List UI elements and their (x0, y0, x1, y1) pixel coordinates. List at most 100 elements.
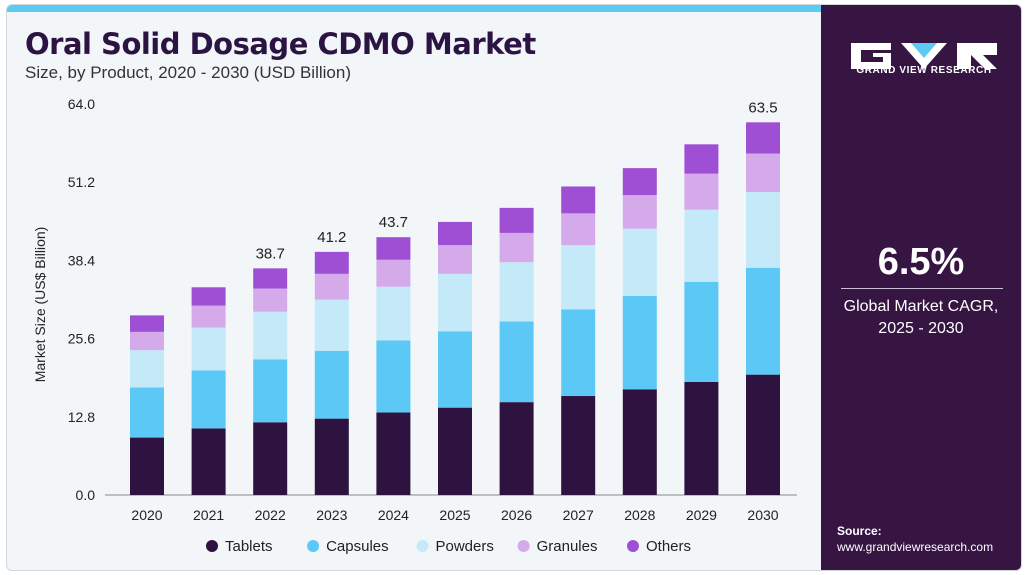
bar-segment-granules (191, 305, 226, 328)
source-link[interactable]: www.grandviewresearch.com (837, 540, 994, 554)
x-tick-label: 2023 (316, 507, 347, 523)
bar-segment-tablets (191, 428, 226, 495)
bar-segment-granules (561, 213, 596, 246)
x-tick-label: 2025 (439, 507, 470, 523)
cagr-label: Global Market CAGR, 2025 - 2030 (821, 296, 1021, 340)
bar-segment-granules (622, 195, 657, 229)
cagr-label-line-1: Global Market CAGR, (843, 298, 999, 315)
bar-segment-tablets (622, 389, 657, 495)
bar-segment-granules (746, 153, 780, 192)
legend-marker-granules (517, 540, 530, 552)
bar-segment-powders (253, 311, 288, 360)
bar-segment-granules (314, 273, 349, 300)
bar-segment-capsules (746, 267, 780, 375)
stacked-bar-chart: 0.0 12.8 25.6 38.4 51.2 64.0 Market Size (US$ … (32, 96, 797, 555)
cagr-value: 6.5% (877, 241, 965, 283)
y-tick-label: 25.6 (68, 331, 95, 347)
bar-segment-powders (191, 327, 226, 371)
x-tick-label: 2030 (747, 507, 778, 523)
sidebar-panel: GRAND VIEW RESEARCH 6.5% Global Market C… (821, 5, 1021, 570)
y-tick-label: 12.8 (68, 409, 95, 425)
bar-segment-powders (499, 262, 534, 322)
data-label: 38.7 (256, 245, 285, 262)
chart-card: Oral Solid Dosage CDMO Market Size, by P… (6, 4, 1022, 571)
bar-segment-tablets (130, 437, 164, 495)
bar-segment-capsules (684, 281, 719, 382)
x-tick-label: 2028 (624, 507, 655, 523)
bar-segment-others (622, 168, 657, 196)
x-tick-label: 2029 (686, 507, 717, 523)
bar-segment-granules (376, 259, 411, 287)
bar-segment-capsules (499, 321, 534, 403)
cagr-label-line-2: 2025 - 2030 (878, 320, 964, 337)
bar-segment-others (746, 122, 780, 154)
bar-segment-powders (746, 191, 780, 268)
bar-segment-others (191, 287, 226, 306)
bar-segment-tablets (746, 374, 780, 495)
bar-segment-powders (622, 228, 657, 296)
bar-segment-others (130, 315, 164, 332)
bar-segment-others (438, 221, 472, 246)
bar-segment-powders (684, 209, 719, 282)
y-tick-label: 0.0 (76, 487, 96, 503)
x-tick-label: 2024 (378, 507, 409, 523)
data-label: 63.5 (748, 99, 777, 116)
data-label: 43.7 (379, 214, 408, 231)
bar-segment-tablets (253, 422, 288, 495)
bar-segment-tablets (561, 396, 596, 495)
source-title: Source: (837, 524, 882, 538)
legend-label-powders: Powders (436, 538, 494, 555)
bar-segment-capsules (622, 295, 657, 390)
y-tick-label: 51.2 (68, 174, 95, 190)
brand-name: GRAND VIEW RESEARCH (856, 65, 992, 76)
gvr-logo-icon (851, 43, 997, 69)
bar-segment-capsules (253, 359, 288, 423)
bar-segment-tablets (438, 407, 472, 495)
x-tick-label: 2026 (501, 507, 532, 523)
bar-segment-granules (438, 245, 472, 274)
bar-segment-others (561, 186, 596, 214)
chart-title: Oral Solid Dosage CDMO Market (25, 27, 536, 61)
bar-segment-granules (684, 173, 719, 210)
cagr-divider (841, 288, 1003, 289)
legend-label-granules: Granules (537, 538, 598, 555)
legend-marker-others (627, 540, 639, 552)
legend-label-tablets: Tablets (225, 538, 273, 555)
x-tick-label: 2020 (131, 507, 162, 523)
bar-segment-others (314, 251, 349, 274)
legend-marker-powders (416, 540, 429, 552)
bar-segment-powders (376, 286, 411, 341)
legend-label-others: Others (646, 538, 691, 555)
bar-segment-granules (130, 331, 164, 351)
bar-segment-powders (561, 245, 596, 310)
legend-marker-tablets (206, 540, 218, 552)
bar-segment-tablets (376, 412, 411, 495)
bar-segment-others (499, 207, 534, 233)
bar-segment-capsules (314, 350, 349, 419)
bar-segment-powders (130, 350, 164, 388)
bar-segment-others (253, 268, 288, 289)
bar-segment-tablets (684, 381, 719, 495)
bar-segment-tablets (314, 418, 349, 495)
bar-segment-capsules (191, 370, 226, 429)
accent-bar (7, 5, 821, 12)
legend-marker-capsules (307, 540, 320, 552)
bar-segment-capsules (438, 331, 472, 408)
bar-segment-others (684, 144, 719, 174)
x-tick-label: 2021 (193, 507, 224, 523)
y-tick-label: 38.4 (68, 252, 95, 268)
x-tick-label: 2027 (563, 507, 594, 523)
bar-segment-granules (499, 232, 534, 263)
bar-segment-capsules (130, 387, 164, 438)
bar-segment-powders (438, 273, 472, 332)
x-tick-label: 2022 (255, 507, 286, 523)
y-axis-title: Market Size (US$ Billion) (32, 227, 48, 383)
data-label: 41.2 (317, 229, 346, 246)
bar-segment-granules (253, 288, 288, 312)
legend-label-capsules: Capsules (326, 538, 389, 555)
bar-segment-powders (314, 299, 349, 351)
chart-subtitle: Size, by Product, 2020 - 2030 (USD Billi… (25, 63, 351, 82)
bar-segment-tablets (499, 402, 534, 495)
bar-segment-others (376, 237, 411, 260)
y-tick-label: 64.0 (68, 96, 95, 112)
